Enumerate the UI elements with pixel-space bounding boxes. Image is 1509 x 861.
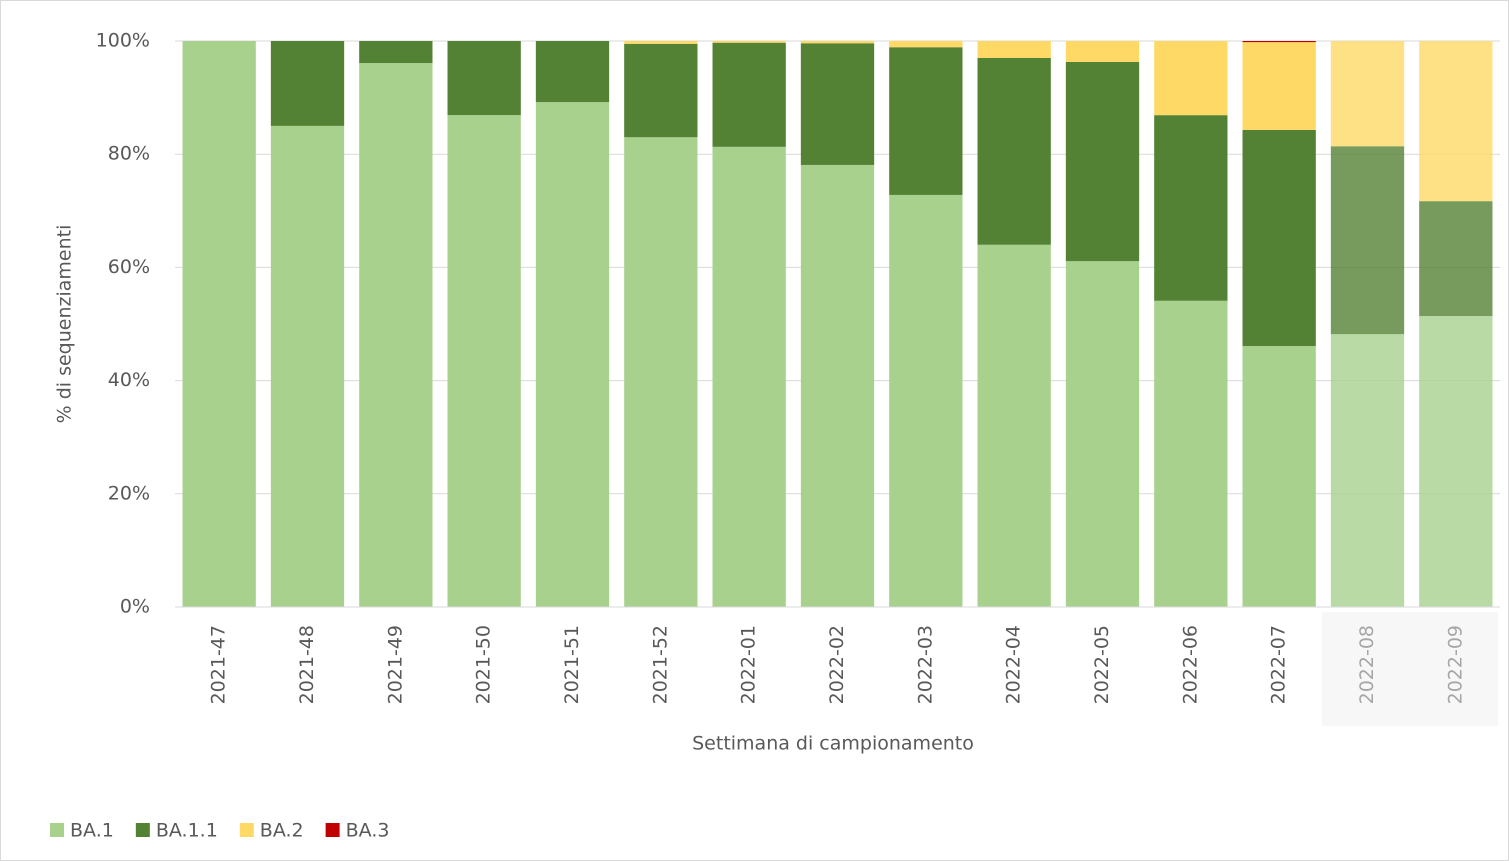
bar-segment bbox=[359, 41, 433, 64]
legend-swatch bbox=[325, 823, 340, 837]
bar-segment bbox=[1330, 41, 1405, 147]
bar-segment bbox=[624, 43, 698, 138]
bar-segment bbox=[535, 41, 610, 103]
y-axis-title: % di sequenziamenti bbox=[54, 225, 76, 424]
x-tick-label: 2022-09 bbox=[1444, 625, 1466, 704]
bar-segment bbox=[624, 41, 698, 44]
bar-segment bbox=[447, 115, 521, 607]
x-tick-label: 2021-52 bbox=[649, 625, 671, 704]
bar-segment bbox=[1330, 146, 1405, 335]
bar-segment bbox=[1419, 41, 1493, 202]
bar-segment bbox=[800, 164, 875, 608]
bar-segment bbox=[1242, 346, 1316, 607]
legend-swatch bbox=[50, 823, 64, 837]
y-tick-label: 0% bbox=[120, 596, 150, 618]
bar-segment bbox=[889, 194, 963, 607]
y-tick-label: 80% bbox=[108, 143, 150, 165]
bar-segment bbox=[1154, 115, 1228, 301]
bar-segment bbox=[1419, 316, 1493, 607]
x-tick-label: 2022-06 bbox=[1179, 625, 1201, 704]
bar-segment bbox=[1330, 334, 1405, 607]
bar-segment bbox=[270, 41, 345, 126]
bar-segment bbox=[712, 42, 786, 147]
x-tick-label: 2022-03 bbox=[914, 625, 936, 704]
y-tick-label: 60% bbox=[108, 256, 150, 278]
x-tick-label: 2022-07 bbox=[1268, 625, 1290, 704]
bar-segment bbox=[1242, 129, 1316, 347]
bar-segment bbox=[1242, 41, 1316, 43]
bar-segment bbox=[182, 41, 256, 607]
bar-segment bbox=[712, 146, 786, 608]
legend-label: BA.3 bbox=[346, 820, 390, 842]
bar-segment bbox=[977, 244, 1051, 607]
bar-segment bbox=[1154, 300, 1228, 607]
x-tick-label: 2021-50 bbox=[473, 625, 495, 704]
bar-segment bbox=[889, 41, 963, 48]
bar-segment bbox=[977, 57, 1051, 245]
legend-swatch bbox=[135, 823, 150, 837]
y-tick-label: 40% bbox=[108, 369, 150, 391]
x-tick-label: 2021-51 bbox=[561, 625, 583, 704]
y-tick-label: 100% bbox=[96, 30, 150, 52]
bar-segment bbox=[889, 47, 963, 195]
x-tick-label: 2022-08 bbox=[1356, 625, 1378, 704]
bar-segment bbox=[1419, 201, 1493, 317]
x-tick-label: 2021-49 bbox=[384, 625, 406, 704]
bar-segment bbox=[1154, 41, 1228, 116]
bar-segment bbox=[624, 137, 698, 607]
bar-segment bbox=[535, 102, 610, 608]
legend-label: BA.2 bbox=[260, 820, 304, 842]
bar-segment bbox=[977, 41, 1051, 58]
bar-segment bbox=[800, 41, 875, 44]
bar-segment bbox=[712, 41, 786, 43]
legend-label: BA.1 bbox=[70, 820, 114, 842]
x-tick-label: 2021-47 bbox=[208, 625, 230, 704]
x-tick-label: 2021-48 bbox=[296, 625, 318, 704]
x-tick-label: 2022-01 bbox=[738, 625, 760, 704]
x-tick-label: 2022-02 bbox=[826, 625, 848, 704]
faded-label-background bbox=[1322, 612, 1498, 726]
x-tick-label: 2022-05 bbox=[1091, 625, 1113, 704]
bar-segment bbox=[270, 125, 345, 608]
bar-segment bbox=[447, 41, 521, 116]
bar-segment bbox=[800, 43, 875, 165]
bar-segment bbox=[1065, 261, 1140, 607]
bar-segment bbox=[1065, 41, 1140, 62]
x-tick-label: 2022-04 bbox=[1003, 625, 1025, 704]
legend-swatch bbox=[239, 823, 254, 837]
y-tick-label: 20% bbox=[108, 482, 150, 504]
legend-label: BA.1.1 bbox=[156, 820, 218, 842]
bar-segment bbox=[1242, 42, 1316, 130]
x-axis-title: Settimana di campionamento bbox=[692, 733, 974, 755]
bar-segment bbox=[359, 63, 433, 608]
bar-segment bbox=[1065, 61, 1140, 262]
